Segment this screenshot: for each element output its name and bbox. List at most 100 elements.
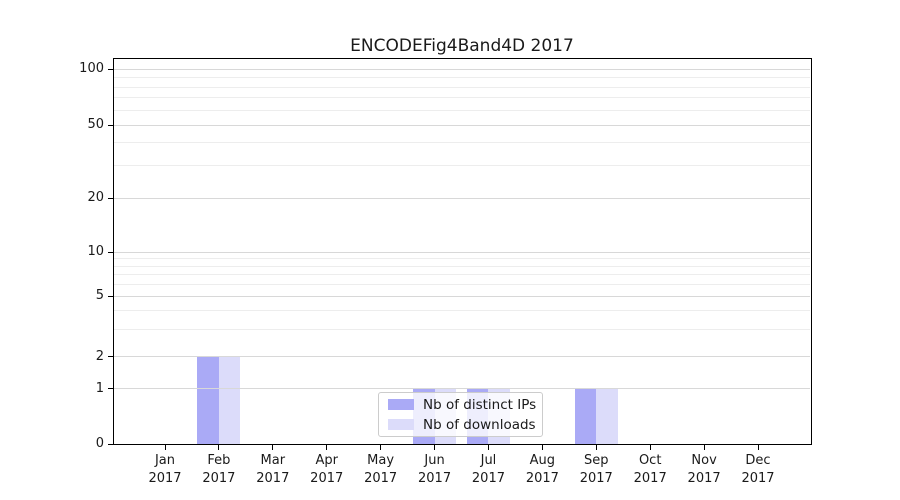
y-tick-label: 50 xyxy=(87,117,104,132)
y-tick-label: 0 xyxy=(95,436,104,451)
bar-distinct-ips xyxy=(197,356,219,444)
x-tick-month: Jul xyxy=(480,453,497,468)
spine-right xyxy=(811,58,812,445)
y-tick-mark xyxy=(108,251,113,253)
y-tick-mark xyxy=(108,388,113,389)
gridline-major xyxy=(114,197,810,199)
x-tick-label-jul: Jul 2017 xyxy=(448,452,528,488)
y-tick-label: 5 xyxy=(95,288,104,303)
gridline-major xyxy=(114,388,810,389)
y-tick-mark xyxy=(108,68,113,70)
x-tick-label-aug: Aug 2017 xyxy=(502,452,582,488)
gridline-minor xyxy=(114,258,810,260)
x-tick-month: Sep xyxy=(584,453,609,468)
gridline-major xyxy=(114,68,810,70)
x-tick-year: 2017 xyxy=(579,471,613,486)
bar-downloads xyxy=(218,356,241,444)
x-tick-mark xyxy=(757,445,759,450)
x-tick-label-apr: Apr 2017 xyxy=(287,452,367,488)
gridline-minor xyxy=(114,86,810,88)
x-tick-year: 2017 xyxy=(525,471,559,486)
x-tick-mark xyxy=(272,445,274,450)
legend: Nb of distinct IPs Nb of downloads xyxy=(378,392,543,437)
x-tick-label-may: May 2017 xyxy=(341,452,421,488)
gridline-major xyxy=(114,356,810,357)
gridline-minor xyxy=(114,274,810,276)
y-tick-label: 1 xyxy=(95,380,104,396)
x-tick-label-oct: Oct 2017 xyxy=(610,452,690,488)
x-tick-mark xyxy=(541,445,543,450)
spine-bottom xyxy=(113,444,812,445)
x-tick-year: 2017 xyxy=(633,471,667,486)
x-tick-label-sep: Sep 2017 xyxy=(556,452,636,488)
x-tick-month: Aug xyxy=(529,453,556,468)
y-tick-mark xyxy=(108,124,113,126)
x-tick-year: 2017 xyxy=(256,471,290,486)
legend-entry: Nb of distinct IPs xyxy=(388,396,542,413)
gridline-major xyxy=(114,251,810,253)
x-tick-year: 2017 xyxy=(310,471,344,486)
chart-title: ENCODEFig4Band4D 2017 xyxy=(350,36,574,56)
x-tick-mark xyxy=(218,445,220,450)
x-tick-mark xyxy=(434,445,436,450)
gridline-major xyxy=(114,124,810,126)
x-tick-mark xyxy=(164,445,166,450)
gridline-minor xyxy=(114,283,810,285)
bar-distinct-ips xyxy=(574,388,597,444)
x-tick-mark xyxy=(703,445,705,450)
x-tick-year: 2017 xyxy=(741,471,775,486)
x-tick-month: Jan xyxy=(154,453,176,468)
x-tick-year: 2017 xyxy=(471,471,505,486)
x-tick-month: Mar xyxy=(260,453,286,468)
x-tick-label-jun: Jun 2017 xyxy=(395,452,475,488)
x-tick-mark xyxy=(649,445,651,450)
x-tick-mark xyxy=(595,445,597,450)
x-tick-label-dec: Dec 2017 xyxy=(718,452,798,488)
legend-entry: Nb of downloads xyxy=(388,416,542,433)
gridline-major xyxy=(114,295,810,297)
bar-downloads xyxy=(596,388,618,444)
y-tick-mark xyxy=(108,356,113,357)
x-tick-month: Feb xyxy=(207,453,231,468)
gridline-minor xyxy=(114,165,810,167)
x-tick-month: Dec xyxy=(745,453,771,468)
gridline-minor xyxy=(114,77,810,78)
x-tick-year: 2017 xyxy=(418,471,452,486)
x-tick-month: Nov xyxy=(691,453,717,468)
gridline-minor xyxy=(114,142,810,144)
x-tick-mark xyxy=(326,445,328,450)
y-tick-mark xyxy=(108,443,113,445)
x-tick-mark xyxy=(380,445,382,450)
x-tick-year: 2017 xyxy=(148,471,182,486)
gridline-minor xyxy=(114,329,810,331)
legend-label: Nb of downloads xyxy=(423,416,536,433)
y-tick-label: 10 xyxy=(87,244,104,259)
y-tick-mark xyxy=(108,295,113,297)
spine-top xyxy=(113,58,812,59)
x-tick-month: Jun xyxy=(424,453,445,468)
x-tick-year: 2017 xyxy=(687,471,721,486)
x-tick-month: May xyxy=(367,453,395,468)
y-tick-label: 100 xyxy=(79,61,104,76)
gridline-minor xyxy=(114,310,810,312)
x-tick-label-nov: Nov 2017 xyxy=(664,452,744,488)
gridline-minor xyxy=(114,265,810,267)
x-tick-year: 2017 xyxy=(364,471,398,486)
x-tick-mark xyxy=(487,445,489,450)
y-tick-label: 2 xyxy=(95,348,104,364)
legend-swatch-downloads xyxy=(388,419,414,430)
spine-left xyxy=(113,58,114,445)
x-tick-month: Apr xyxy=(315,453,338,468)
x-tick-label-feb: Feb 2017 xyxy=(179,452,259,488)
y-tick-label: 20 xyxy=(87,190,104,205)
gridline-minor xyxy=(114,97,810,99)
x-tick-label-jan: Jan 2017 xyxy=(125,452,205,488)
x-tick-label-mar: Mar 2017 xyxy=(233,452,313,488)
x-tick-month: Oct xyxy=(638,453,662,468)
legend-label: Nb of distinct IPs xyxy=(423,396,537,413)
gridline-minor xyxy=(114,109,810,111)
legend-swatch-distinct-ips xyxy=(388,399,414,410)
x-tick-year: 2017 xyxy=(202,471,236,486)
y-tick-mark xyxy=(108,197,113,199)
